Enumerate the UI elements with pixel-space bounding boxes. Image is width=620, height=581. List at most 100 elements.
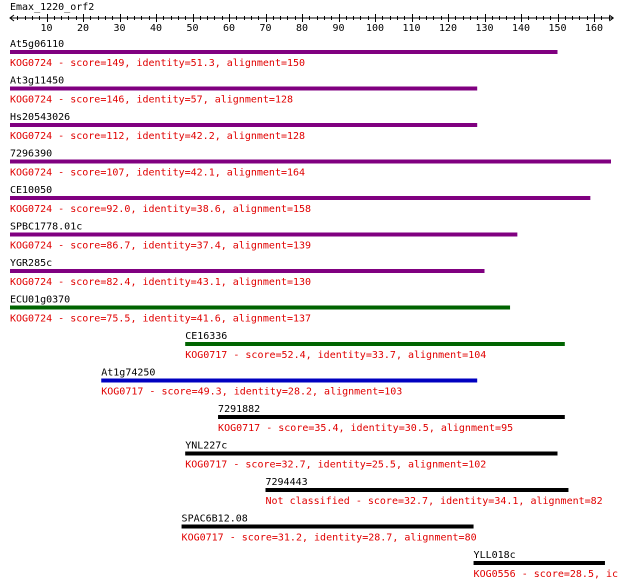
hit-identity-value: 51.3 <box>191 58 215 69</box>
hit-kog-id: KOG0724 <box>10 314 52 325</box>
hit-row: At1g74250 KOG0717 - score=49.3, identity=… <box>101 368 478 398</box>
hit-alignment-label: , alignment= <box>221 277 293 288</box>
hit-score-value: 52.4 <box>282 350 306 361</box>
hit-identity-label: , identity= <box>124 168 190 179</box>
hit-score-value: 82.4 <box>106 277 130 288</box>
hit-score-label: - score= <box>52 277 106 288</box>
hit-alignment-label: , alignment= <box>518 496 590 507</box>
hit-kog-id: KOG0724 <box>10 204 52 215</box>
hit-row: CE16336 KOG0717 - score=52.4, identity=33… <box>185 331 565 361</box>
hit-score-label: - score= <box>227 460 281 471</box>
hit-identity-value: 25.5 <box>372 460 396 471</box>
hit-score-value: 75.5 <box>106 314 130 325</box>
hit-alignment-value: 102 <box>468 460 486 471</box>
hit-name: 7296390 <box>10 149 52 160</box>
hit-identity-label: , identity= <box>302 533 368 544</box>
hit-row: YNL227c KOG0717 - score=32.7, identity=25… <box>185 441 558 471</box>
hit-row: 7294443 Not classified - score=32.7, iden… <box>265 477 603 507</box>
hit-kog-id: KOG0724 <box>10 277 52 288</box>
axis-tick-label: 160 <box>585 23 603 34</box>
hit-identity-label: , identity= <box>130 204 196 215</box>
hit-score-label: - score= <box>52 95 106 106</box>
axis-tick-label: 60 <box>223 23 235 34</box>
hit-alignment-value: 130 <box>293 277 311 288</box>
hit-truncated-text: ic <box>606 569 618 580</box>
hit-score-value: 32.7 <box>404 496 428 507</box>
hit-summary: KOG0717 - score=31.2, identity=28.7, ali… <box>182 533 477 544</box>
hit-alignment-label: , alignment= <box>396 460 468 471</box>
hit-alignment-value: 128 <box>287 131 305 142</box>
hit-score-label: - score= <box>52 314 106 325</box>
hit-bar <box>10 86 478 91</box>
hit-alignment-value: 150 <box>287 58 305 69</box>
hit-bar <box>473 561 605 565</box>
hit-row: YLL018c KOG0556 - score=28.5, ic <box>473 550 619 580</box>
hit-summary: KOG0556 - score=28.5, ic <box>474 569 619 580</box>
hit-score-value: 107 <box>106 168 124 179</box>
hit-alignment-label: , alignment= <box>221 241 293 252</box>
hit-identity-value: 28.7 <box>368 533 392 544</box>
hit-score-value: 32.7 <box>282 460 306 471</box>
hit-name: CE10050 <box>10 185 52 196</box>
hit-identity-label: , identity= <box>130 241 196 252</box>
hit-summary: KOG0724 - score=75.5, identity=41.6, ali… <box>10 314 311 325</box>
hit-kog-id: KOG0717 <box>185 350 227 361</box>
hit-name: YLL018c <box>474 550 516 561</box>
hit-name: Hs20543026 <box>10 112 70 123</box>
hit-identity-label: , identity= <box>222 387 288 398</box>
hit-identity-value: 34.1 <box>494 496 518 507</box>
hit-identity-value: 38.6 <box>197 204 221 215</box>
hit-row: Hs20543026 KOG0724 - score=112, identity=… <box>10 112 478 142</box>
axis-tick-label: 110 <box>402 23 420 34</box>
hit-score-label: - score= <box>52 131 106 142</box>
hit-alignment-label: , alignment= <box>203 95 275 106</box>
hit-row: At5g06110 KOG0724 - score=149, identity=5… <box>10 39 558 69</box>
hit-score-value: 35.4 <box>314 423 338 434</box>
hit-row: 7291882 KOG0717 - score=35.4, identity=30… <box>218 404 565 434</box>
hit-score-label: - score= <box>227 350 281 361</box>
hit-identity-label: , identity= <box>306 350 372 361</box>
hit-row: SPBC1778.01c KOG0724 - score=86.7, identi… <box>10 222 518 252</box>
query-title: Emax_1220_orf2 <box>10 2 94 13</box>
axis-tick-label: 130 <box>475 23 493 34</box>
hit-bar <box>265 488 569 492</box>
hit-score-label: - score= <box>52 204 106 215</box>
hit-name: 7294443 <box>266 477 308 488</box>
hit-summary: KOG0724 - score=146, identity=57, alignm… <box>10 95 293 106</box>
hit-name: YGR285c <box>10 258 52 269</box>
hit-bar <box>10 196 591 200</box>
hit-score-value: 31.2 <box>278 533 302 544</box>
hit-alignment-label: , alignment= <box>392 533 464 544</box>
hit-name: SPBC1778.01c <box>10 222 82 233</box>
hit-alignment-label: , alignment= <box>215 131 287 142</box>
hit-alignment-value: 82 <box>591 496 603 507</box>
axis-tick-label: 40 <box>150 23 162 34</box>
axis-tick-label: 90 <box>332 23 344 34</box>
hit-kog-id: KOG0717 <box>218 423 260 434</box>
axis-tick-label: 30 <box>113 23 125 34</box>
hit-alignment-value: 158 <box>293 204 311 215</box>
axis-tick-label: 140 <box>512 23 530 34</box>
hit-alignment-value: 104 <box>468 350 486 361</box>
hit-bar <box>218 415 565 419</box>
axis-tick-label: 50 <box>186 23 198 34</box>
hit-alignment-label: , alignment= <box>221 204 293 215</box>
hit-kog-id: KOG0556 <box>474 569 516 580</box>
hit-row: SPAC6B12.08 KOG0717 - score=31.2, identit… <box>181 514 477 544</box>
sequence-axis: 10 20 30 40 50 60 70 80 90 100 110 120 130 140 150 160 <box>9 14 615 34</box>
hit-bar <box>10 50 558 54</box>
hit-row: CE10050 KOG0724 - score=92.0, identity=38… <box>10 185 591 215</box>
hit-kog-id: KOG0724 <box>10 241 52 252</box>
hit-kog-id: KOG0717 <box>182 533 224 544</box>
axis-arrow-right <box>608 14 615 22</box>
axis-tick-label: 10 <box>40 23 52 34</box>
hit-alignment-label: , alignment= <box>429 423 501 434</box>
axis-tick-label: 80 <box>296 23 308 34</box>
hit-identity-label: , identity= <box>130 277 196 288</box>
axis-tick-label: 100 <box>366 23 384 34</box>
hit-alignment-label: , alignment= <box>396 350 468 361</box>
hit-score-label: - score= <box>52 241 106 252</box>
hit-name: SPAC6B12.08 <box>182 514 248 525</box>
hit-kog-id: KOG0717 <box>185 460 227 471</box>
